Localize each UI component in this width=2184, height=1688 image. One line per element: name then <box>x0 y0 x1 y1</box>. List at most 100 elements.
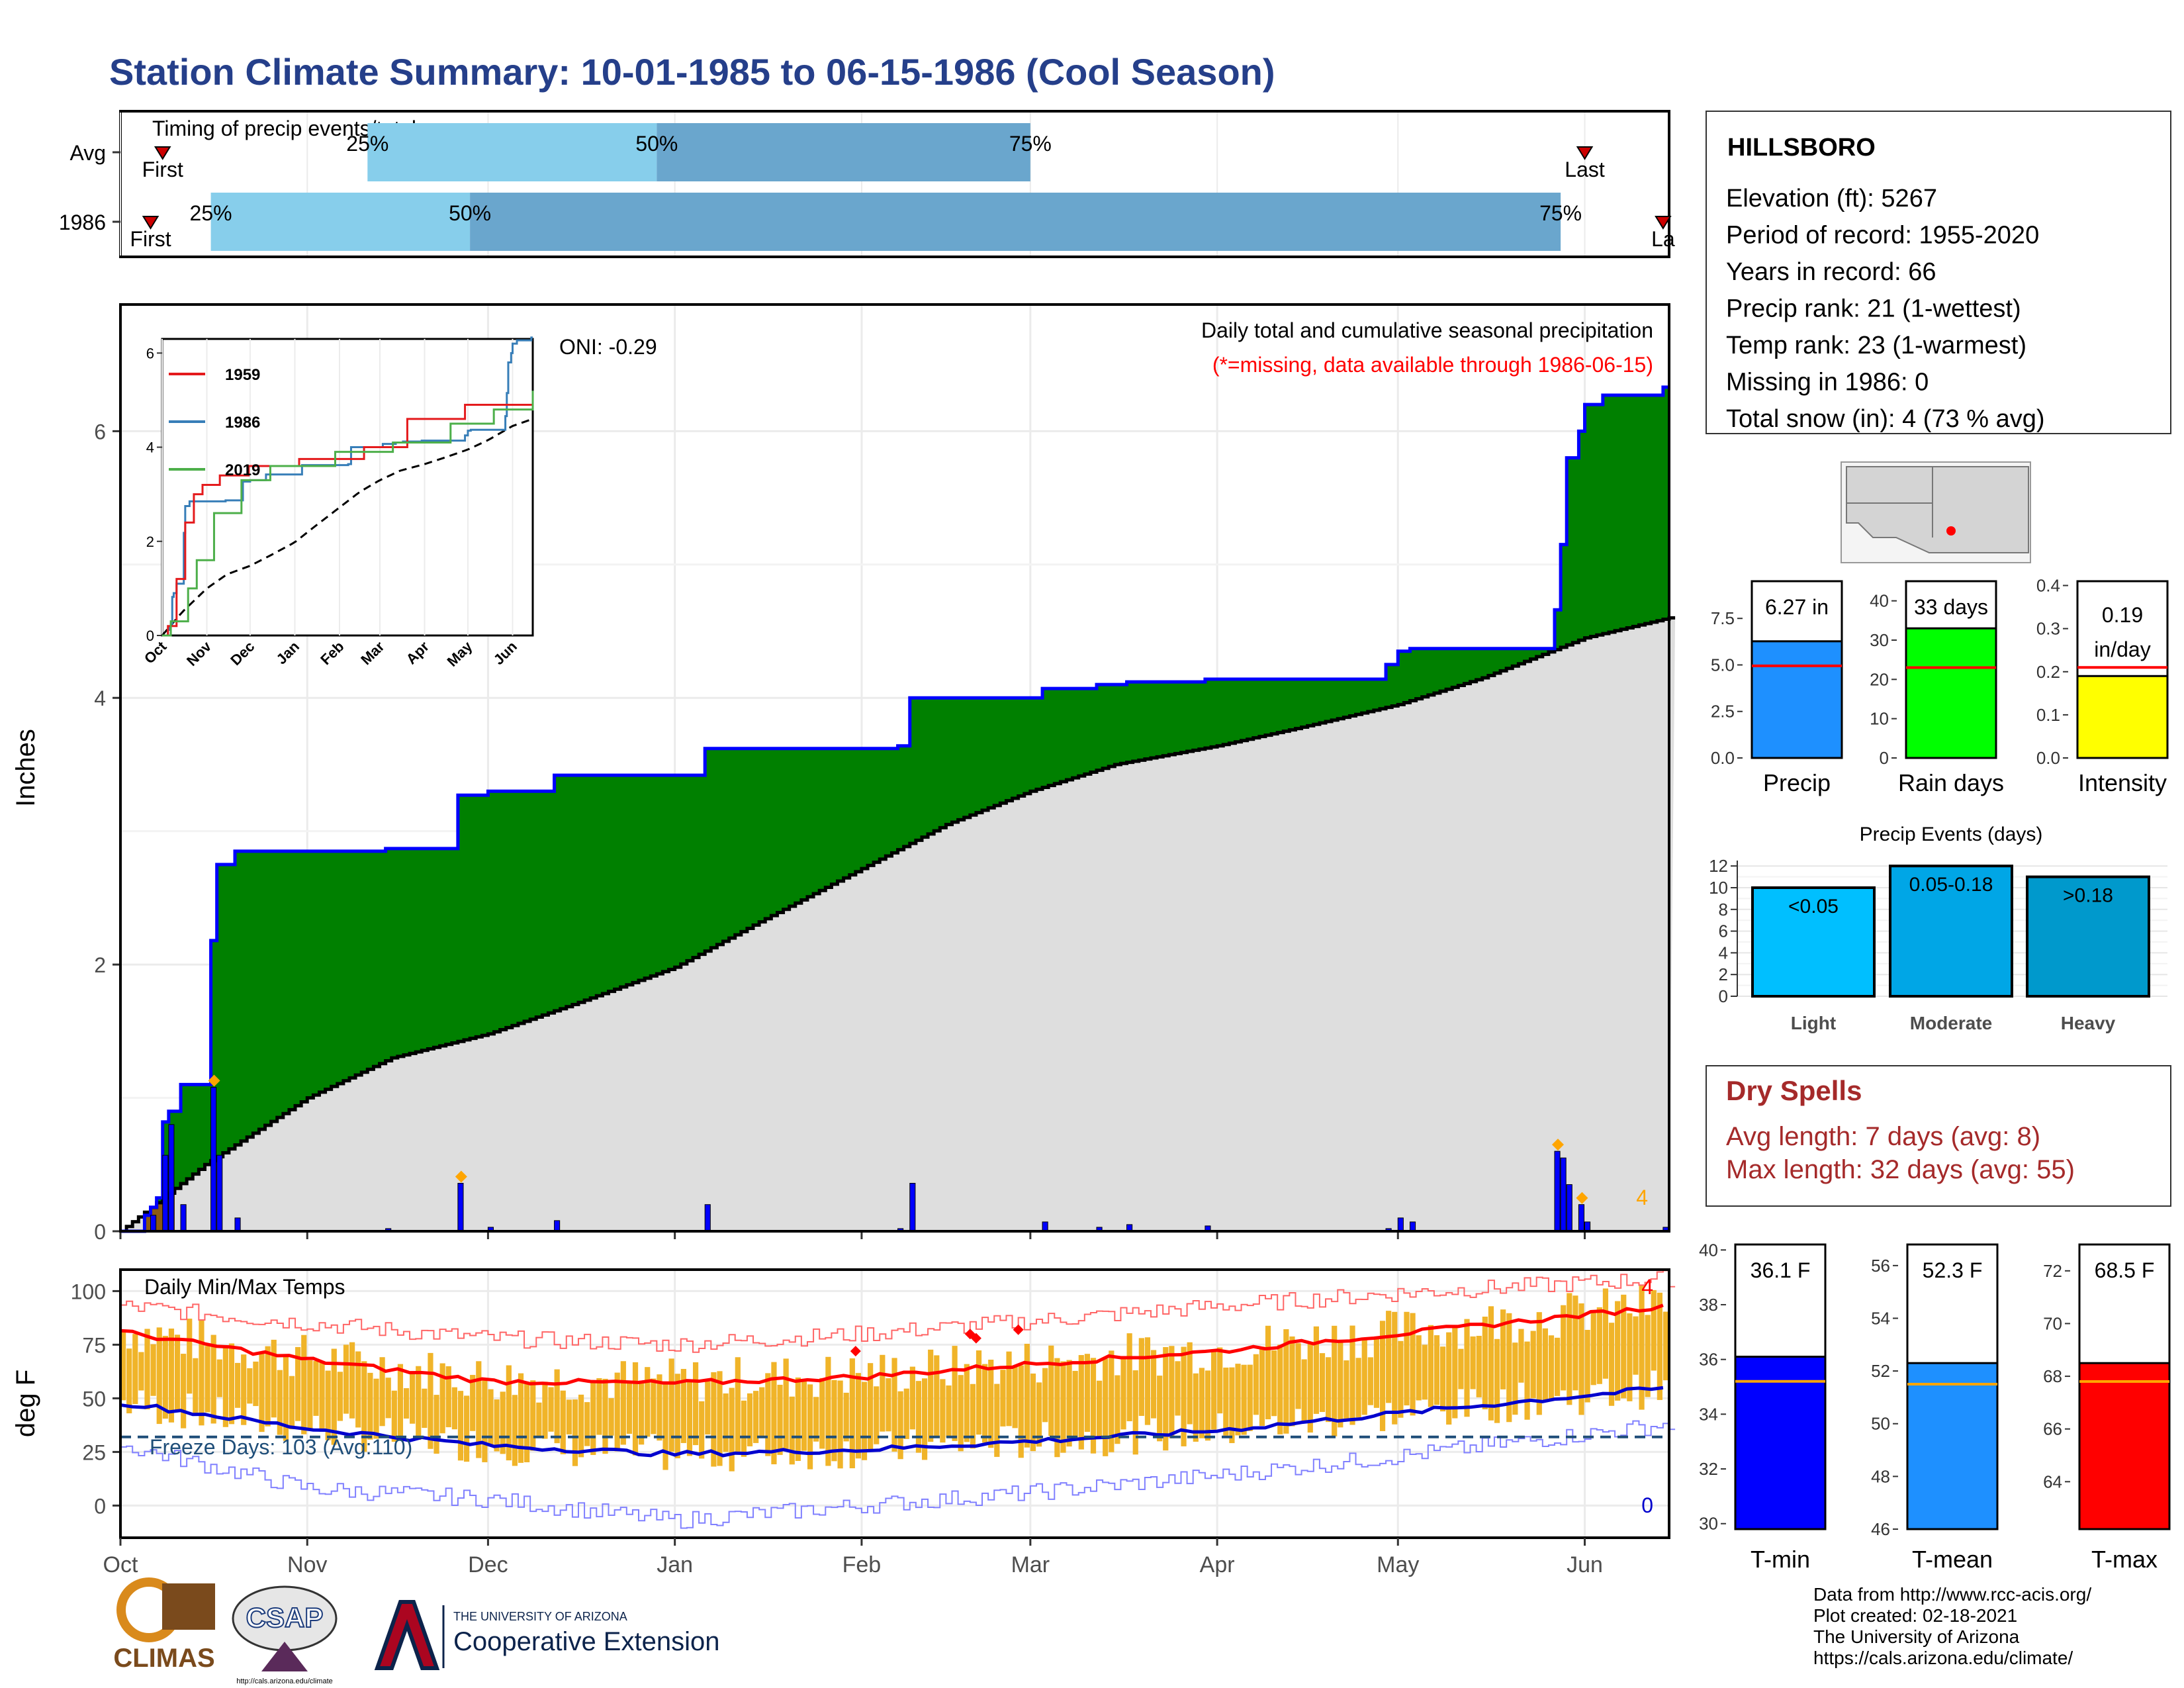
daily-temp-bar <box>120 1330 126 1401</box>
daily-temp-bar <box>343 1344 349 1414</box>
daily-temp-bar <box>433 1395 439 1454</box>
daily-temp-bar <box>1361 1337 1367 1415</box>
daily-temp-bar <box>1090 1358 1097 1454</box>
daily-temp-bar <box>1247 1364 1253 1431</box>
daily-temp-bar <box>222 1347 228 1427</box>
temp-value-label: 68.5 F <box>2095 1258 2155 1282</box>
average-precip-step-line <box>120 616 1676 1233</box>
daily-precip-bar <box>909 1182 916 1232</box>
stat-tick-label: 20 <box>1870 669 1889 689</box>
stat-value-label: 0.19 <box>2102 603 2143 627</box>
temp-ytick-label: 0 <box>94 1494 106 1518</box>
daily-temp-bar <box>994 1383 1000 1457</box>
daily-temp-bar <box>1181 1346 1187 1446</box>
daily-temp-bar <box>168 1329 175 1423</box>
record-high-marker <box>1013 1324 1024 1335</box>
daily-temp-bar <box>1651 1289 1657 1371</box>
temp-ytick-label: 100 <box>71 1280 106 1303</box>
daily-temp-bar <box>488 1389 494 1446</box>
daily-temp-bar <box>1572 1295 1578 1391</box>
daily-temp-bar <box>1633 1316 1639 1375</box>
daily-temp-bar <box>1343 1360 1349 1421</box>
daily-temp-bar <box>1386 1311 1392 1403</box>
daily-temp-bar <box>1109 1350 1115 1452</box>
daily-temp-bar <box>313 1360 319 1416</box>
daily-precip-bar <box>1578 1204 1585 1232</box>
snow-count: 4 <box>1636 1186 1648 1209</box>
daily-temp-bar <box>512 1395 518 1466</box>
event-category-label: Light <box>1791 1013 1836 1033</box>
daily-temp-bar <box>524 1383 530 1462</box>
daily-temp-bar <box>181 1354 187 1429</box>
events-title: Precip Events (days) <box>1860 823 2043 845</box>
daily-temp-bar <box>1120 1358 1126 1430</box>
daily-precip-bar <box>1584 1221 1591 1232</box>
map-border <box>1846 467 1933 538</box>
daily-precip-bar <box>150 1215 157 1232</box>
climas-logo-text: CLIMAS <box>113 1644 214 1673</box>
inset-legend-label: 1959 <box>225 366 260 384</box>
daily-temp-bar <box>1150 1350 1157 1419</box>
daily-temp-bar <box>1084 1354 1091 1432</box>
temp-stat-tick-label: 68 <box>2043 1366 2062 1386</box>
daily-temp-bar <box>1097 1380 1103 1438</box>
first-marker <box>154 146 171 160</box>
daily-temp-bar <box>578 1394 584 1458</box>
map-region <box>1846 466 2029 553</box>
daily-temp-bar <box>307 1360 313 1429</box>
daily-temp-bar <box>1561 1305 1567 1391</box>
daily-temp-bar <box>626 1382 633 1434</box>
min-record-count: 0 <box>1641 1493 1653 1517</box>
daily-temp-bar <box>982 1364 988 1443</box>
daily-temp-bar <box>1144 1337 1151 1425</box>
temp-stat-tick-label: 38 <box>1699 1295 1718 1315</box>
inset-ytick-label: 6 <box>146 345 154 361</box>
daily-temp-bar <box>144 1329 150 1410</box>
stat-tick-label: 7.5 <box>1711 608 1735 628</box>
footer-credit-line: The University of Arizona <box>1813 1626 2020 1647</box>
stat-bar-label: Precip <box>1763 769 1831 796</box>
events-tick-label: 12 <box>1709 856 1728 876</box>
daily-temp-bar <box>445 1366 451 1428</box>
daily-temp-bar <box>349 1342 355 1419</box>
daily-temp-bar <box>915 1381 922 1453</box>
snow-marker <box>1552 1139 1565 1151</box>
daily-temp-bar <box>410 1371 416 1424</box>
events-tick-label: 6 <box>1719 921 1728 941</box>
daily-temp-bar <box>831 1380 837 1462</box>
daily-temp-bar <box>325 1370 331 1440</box>
daily-temp-bar <box>216 1359 222 1397</box>
daily-temp-bar <box>699 1401 705 1459</box>
daily-temp-bar <box>1373 1337 1380 1408</box>
event-bar <box>1889 865 2013 998</box>
daily-temp-bar <box>1157 1376 1163 1442</box>
daily-temp-bar <box>1657 1292 1662 1400</box>
inset-frame <box>161 338 534 637</box>
footer-credit-line: https://cals.arizona.edu/climate/ <box>1813 1648 2073 1668</box>
daily-temp-bar <box>174 1335 181 1411</box>
daily-temp-bar <box>391 1390 397 1442</box>
stat-bar <box>2076 675 2169 759</box>
daily-temp-bar <box>1530 1331 1536 1399</box>
daily-temp-bar <box>1578 1303 1584 1415</box>
stat-tick-label: 0.0 <box>1711 748 1735 768</box>
daily-temp-bar <box>1126 1333 1132 1422</box>
event-range-label: <0.05 <box>1788 896 1839 917</box>
stat-tick-label: 0.3 <box>2036 619 2060 639</box>
daily-temp-bar <box>1175 1361 1181 1416</box>
daily-temp-bar <box>205 1346 210 1413</box>
daily-temp-bar <box>416 1366 422 1440</box>
daily-temp-bar <box>777 1384 783 1455</box>
events-tick-label: 0 <box>1719 986 1728 1006</box>
daily-temp-bar <box>590 1383 596 1455</box>
daily-temp-bar <box>765 1373 771 1456</box>
last-marker <box>1576 146 1594 160</box>
temp-value-label: 36.1 F <box>1751 1258 1811 1282</box>
dry-spells-title: Dry Spells <box>1726 1075 1862 1106</box>
daily-temp-bar <box>126 1348 132 1414</box>
daily-temp-bar <box>674 1374 680 1458</box>
daily-precip-bar <box>457 1182 464 1232</box>
daily-temp-bar <box>295 1346 301 1421</box>
daily-temp-bar <box>403 1388 410 1419</box>
temp-bar-label: T-mean <box>1912 1546 1993 1573</box>
